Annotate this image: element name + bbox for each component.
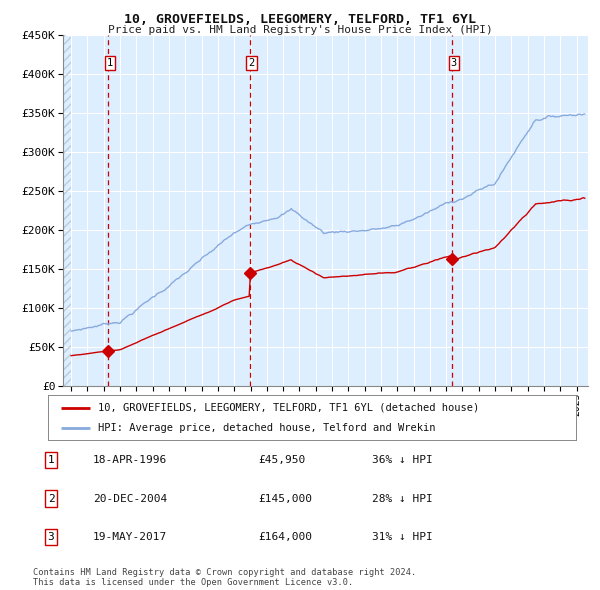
Text: 1: 1 [107, 58, 113, 68]
Text: 31% ↓ HPI: 31% ↓ HPI [372, 532, 433, 542]
Text: £45,950: £45,950 [258, 455, 305, 465]
Text: 19-MAY-2017: 19-MAY-2017 [93, 532, 167, 542]
Text: 3: 3 [47, 532, 55, 542]
Text: 36% ↓ HPI: 36% ↓ HPI [372, 455, 433, 465]
Polygon shape [63, 35, 71, 386]
Text: £145,000: £145,000 [258, 494, 312, 503]
Text: 18-APR-1996: 18-APR-1996 [93, 455, 167, 465]
Text: 10, GROVEFIELDS, LEEGOMERY, TELFORD, TF1 6YL: 10, GROVEFIELDS, LEEGOMERY, TELFORD, TF1… [124, 13, 476, 26]
Text: 1: 1 [47, 455, 55, 465]
Text: £164,000: £164,000 [258, 532, 312, 542]
Text: 3: 3 [451, 58, 457, 68]
Text: Contains HM Land Registry data © Crown copyright and database right 2024.: Contains HM Land Registry data © Crown c… [33, 568, 416, 576]
Text: 10, GROVEFIELDS, LEEGOMERY, TELFORD, TF1 6YL (detached house): 10, GROVEFIELDS, LEEGOMERY, TELFORD, TF1… [98, 403, 479, 412]
Text: This data is licensed under the Open Government Licence v3.0.: This data is licensed under the Open Gov… [33, 578, 353, 587]
Text: HPI: Average price, detached house, Telford and Wrekin: HPI: Average price, detached house, Telf… [98, 424, 436, 434]
Text: 2: 2 [47, 494, 55, 503]
Text: 20-DEC-2004: 20-DEC-2004 [93, 494, 167, 503]
Text: Price paid vs. HM Land Registry's House Price Index (HPI): Price paid vs. HM Land Registry's House … [107, 25, 493, 35]
Text: 2: 2 [248, 58, 254, 68]
Text: 28% ↓ HPI: 28% ↓ HPI [372, 494, 433, 503]
